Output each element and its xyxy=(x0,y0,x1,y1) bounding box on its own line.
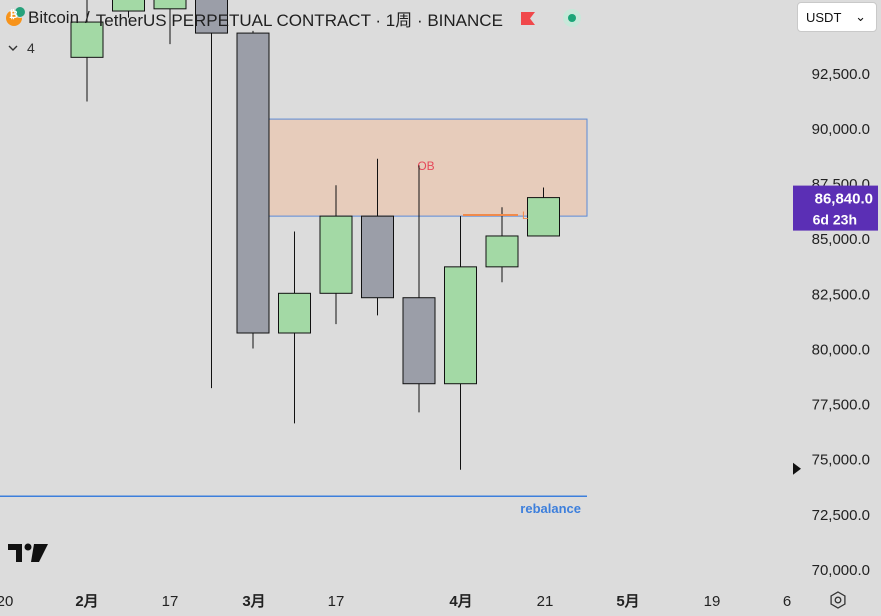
last-price-value: 86,840.0 xyxy=(815,191,873,208)
x-tick-label: 6 xyxy=(783,593,791,610)
bitcoin-tether-icon xyxy=(6,6,26,26)
ob-label: OB xyxy=(417,159,434,173)
axis-marker-icon xyxy=(793,462,801,475)
symbol-base[interactable]: Bitcoin xyxy=(28,8,80,27)
x-tick-label: 20 xyxy=(0,593,13,610)
y-tick-label: 72,500.0 xyxy=(812,507,870,524)
live-status-icon xyxy=(562,9,581,27)
settings-gear-icon[interactable] xyxy=(829,591,847,609)
chevron-down-icon[interactable] xyxy=(8,44,18,52)
candle-bullish xyxy=(112,0,145,12)
rebalance-label: rebalance xyxy=(520,501,581,516)
y-tick-label: 82,500.0 xyxy=(812,286,870,303)
candle-bearish xyxy=(361,215,394,299)
candle-bullish xyxy=(278,292,311,334)
x-tick-label: 5月 xyxy=(616,593,639,610)
y-tick-label: 77,500.0 xyxy=(812,397,870,414)
currency-select[interactable]: USDT ⌄ xyxy=(797,2,877,32)
tradingview-logo-icon[interactable] xyxy=(8,542,50,564)
y-tick-label: 70,000.0 xyxy=(812,562,870,579)
candle-bullish xyxy=(527,197,560,237)
red-flag-icon[interactable] xyxy=(520,11,535,25)
y-tick-label: 85,000.0 xyxy=(812,231,870,248)
y-tick-label: 92,500.0 xyxy=(812,66,870,83)
candle-bullish xyxy=(153,0,187,10)
x-tick-label: 19 xyxy=(704,593,721,610)
symbol-header[interactable]: Bitcoin / TetherUS PERPETUAL CONTRACT · … xyxy=(6,6,581,30)
y-tick-label: 90,000.0 xyxy=(812,121,870,138)
x-tick-label: 4月 xyxy=(449,593,472,610)
indicator-toggle[interactable]: 4 xyxy=(8,40,35,56)
currency-label: USDT xyxy=(806,9,842,25)
indicator-count: 4 xyxy=(27,40,35,56)
candle-bullish xyxy=(444,266,477,385)
candle-bullish xyxy=(485,235,519,268)
candle-bearish xyxy=(195,0,228,34)
currency-caret-icon: ⌄ xyxy=(855,9,866,24)
y-tick-label: 75,000.0 xyxy=(812,452,870,469)
x-tick-label: 3月 xyxy=(242,593,265,610)
candle-bearish xyxy=(402,297,436,385)
x-tick-label: 2月 xyxy=(75,593,98,610)
y-tick-label: 80,000.0 xyxy=(812,341,870,358)
candle-bullish xyxy=(70,21,104,58)
symbol-title[interactable]: TetherUS PERPETUAL CONTRACT · 1周 · BINAN… xyxy=(95,10,503,30)
level-label: L xyxy=(522,210,528,222)
x-tick-label: 17 xyxy=(162,593,179,610)
x-tick-label: 17 xyxy=(328,593,345,610)
candle-bullish xyxy=(319,215,353,294)
last-price-tag xyxy=(793,185,878,231)
bar-countdown: 6d 23h xyxy=(813,212,857,228)
candle-bearish xyxy=(236,32,270,334)
symbol-separator: / xyxy=(85,8,90,27)
x-tick-label: 21 xyxy=(537,593,554,610)
